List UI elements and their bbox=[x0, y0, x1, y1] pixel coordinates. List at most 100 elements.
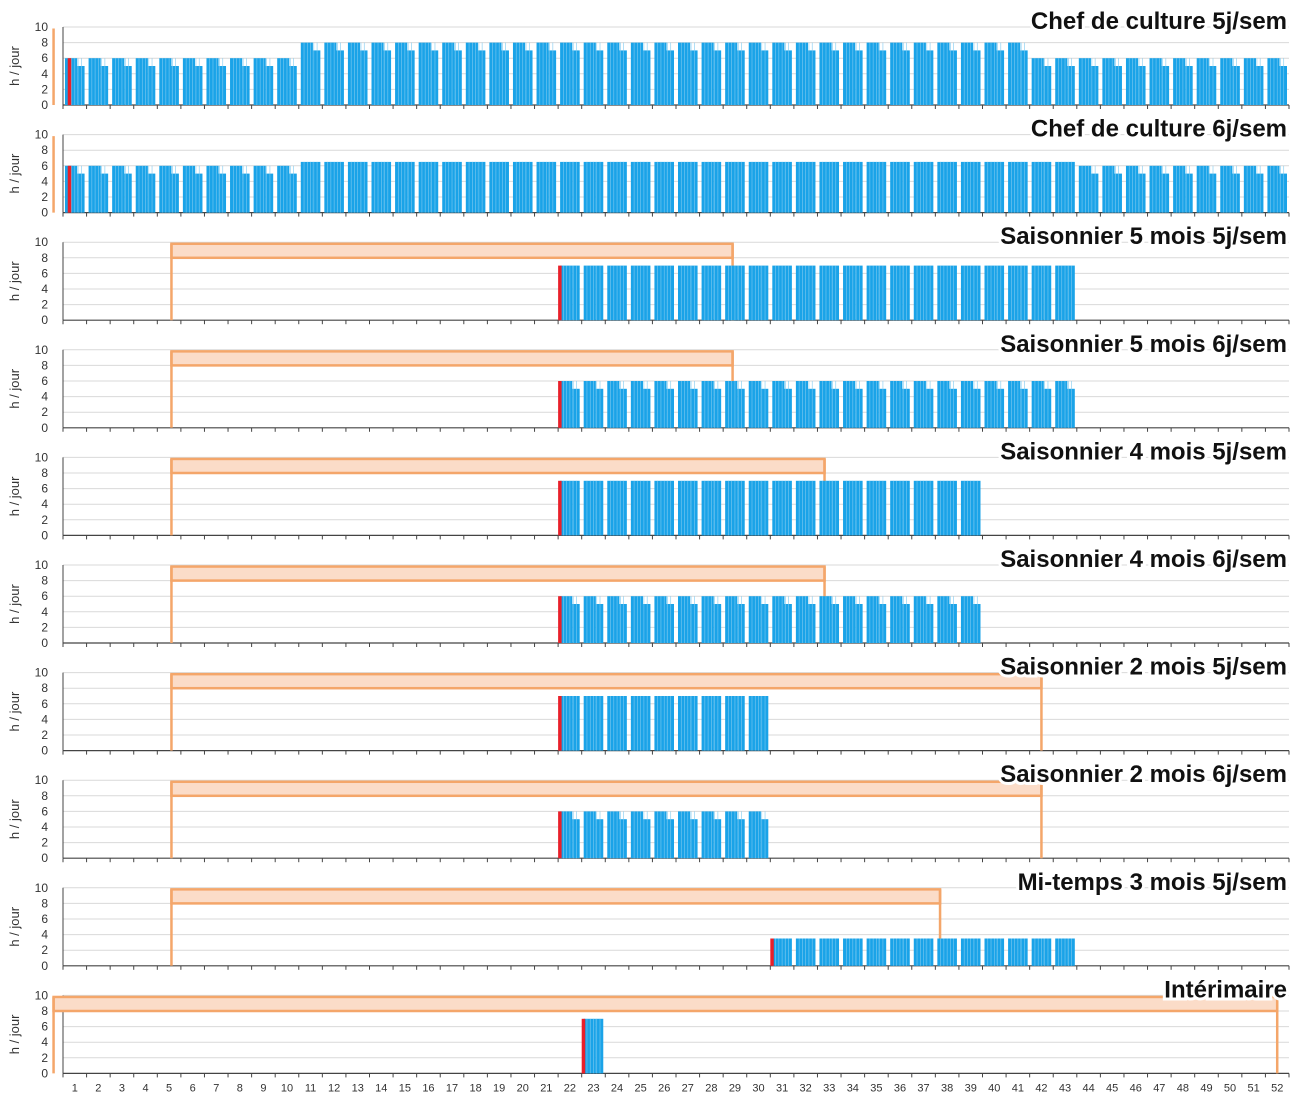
bar bbox=[666, 696, 674, 751]
bar bbox=[913, 480, 926, 536]
bar bbox=[218, 173, 227, 213]
bar bbox=[760, 696, 769, 751]
bar bbox=[843, 480, 856, 536]
bar bbox=[713, 161, 722, 213]
y-tick-label: 8 bbox=[41, 36, 48, 50]
bar bbox=[371, 42, 384, 105]
x-tick-label: 34 bbox=[847, 1082, 859, 1094]
bar bbox=[795, 381, 809, 428]
bar bbox=[1232, 66, 1240, 105]
bar bbox=[984, 265, 997, 321]
bar bbox=[737, 480, 745, 536]
bar bbox=[831, 161, 840, 213]
bar bbox=[100, 66, 109, 105]
bar bbox=[607, 596, 620, 643]
bar bbox=[678, 265, 691, 321]
bar bbox=[583, 696, 596, 751]
bar bbox=[855, 604, 863, 643]
bar bbox=[925, 938, 934, 966]
bar bbox=[595, 480, 604, 536]
bar bbox=[996, 388, 1005, 428]
x-tick-label: 42 bbox=[1035, 1082, 1047, 1094]
bar bbox=[277, 165, 290, 213]
x-tick-label: 12 bbox=[328, 1082, 340, 1094]
bar bbox=[1138, 66, 1146, 105]
bar bbox=[595, 604, 604, 643]
y-tick-label: 6 bbox=[41, 1020, 48, 1034]
bar bbox=[560, 811, 573, 859]
bar bbox=[878, 50, 887, 105]
bar bbox=[1043, 265, 1052, 321]
bar bbox=[465, 161, 478, 213]
x-tick-label: 46 bbox=[1130, 1082, 1142, 1094]
bar bbox=[371, 161, 384, 213]
x-tick-label: 17 bbox=[446, 1082, 458, 1094]
bar bbox=[572, 161, 580, 213]
bar bbox=[1196, 58, 1209, 105]
bar bbox=[937, 938, 950, 966]
bar bbox=[512, 161, 526, 213]
x-tick-label: 19 bbox=[493, 1082, 505, 1094]
bar bbox=[195, 66, 203, 105]
bar bbox=[560, 696, 573, 751]
y-tick-label: 2 bbox=[41, 298, 48, 312]
bar bbox=[1031, 938, 1044, 966]
bar bbox=[819, 42, 832, 105]
bar bbox=[1185, 173, 1193, 213]
bar bbox=[725, 696, 738, 751]
bar bbox=[583, 480, 596, 536]
bar bbox=[784, 480, 792, 536]
bar bbox=[407, 161, 415, 213]
bar bbox=[1031, 381, 1044, 428]
x-tick-label: 28 bbox=[705, 1082, 717, 1094]
bar bbox=[560, 161, 573, 213]
bar bbox=[808, 938, 816, 966]
bar bbox=[725, 265, 738, 321]
bar bbox=[630, 42, 643, 105]
y-tick-label: 2 bbox=[41, 836, 48, 850]
bar bbox=[1008, 938, 1021, 966]
x-tick-label: 15 bbox=[399, 1082, 411, 1094]
bar bbox=[383, 50, 392, 105]
bar bbox=[1020, 938, 1028, 966]
bar bbox=[878, 265, 887, 321]
bar bbox=[607, 696, 620, 751]
y-axis-label: h / jour bbox=[7, 45, 22, 85]
bar bbox=[1173, 58, 1186, 105]
bar bbox=[1220, 58, 1233, 105]
x-tick-label: 31 bbox=[776, 1082, 788, 1094]
bar bbox=[654, 42, 667, 105]
bar bbox=[678, 161, 691, 213]
y-tick-label: 4 bbox=[41, 928, 48, 942]
bar bbox=[748, 161, 761, 213]
bar bbox=[949, 604, 957, 643]
bar bbox=[1020, 161, 1028, 213]
bar bbox=[973, 50, 981, 105]
bar bbox=[937, 265, 950, 321]
y-tick-label: 0 bbox=[41, 636, 48, 650]
panel-title: Saisonnier 4 mois 5j/sem bbox=[1000, 438, 1287, 465]
bar bbox=[418, 42, 431, 105]
bar bbox=[866, 42, 879, 105]
bar bbox=[808, 161, 816, 213]
bar bbox=[572, 819, 580, 859]
panel-title: Saisonnier 2 mois 6j/sem bbox=[1000, 761, 1287, 788]
bar bbox=[1267, 58, 1280, 105]
bar bbox=[819, 381, 832, 428]
bar bbox=[583, 161, 596, 213]
bar bbox=[973, 388, 981, 428]
bar bbox=[1055, 265, 1068, 321]
y-tick-label: 2 bbox=[41, 513, 48, 527]
bar bbox=[171, 173, 179, 213]
x-tick-label: 7 bbox=[213, 1082, 219, 1094]
x-tick-label: 3 bbox=[119, 1082, 125, 1094]
bar bbox=[347, 42, 361, 105]
y-tick-label: 6 bbox=[41, 589, 48, 603]
bar bbox=[324, 42, 337, 105]
y-tick-label: 4 bbox=[41, 390, 48, 404]
bar bbox=[748, 596, 761, 643]
bar bbox=[666, 388, 674, 428]
bar bbox=[808, 265, 816, 321]
bar bbox=[1279, 66, 1287, 105]
